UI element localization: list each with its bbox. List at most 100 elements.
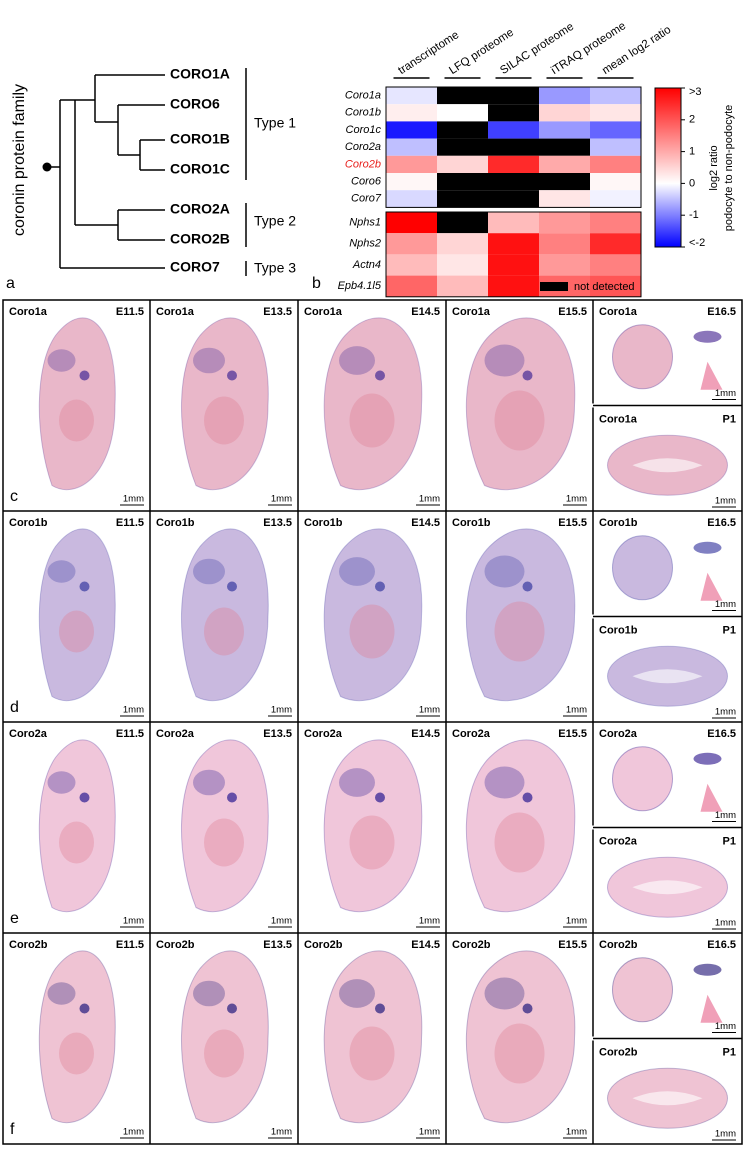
stage-label: P1 bbox=[723, 1046, 736, 1058]
stage-label: E15.5 bbox=[558, 306, 587, 318]
stage-label: P1 bbox=[723, 835, 736, 847]
stage-label: E14.5 bbox=[411, 939, 440, 951]
organ bbox=[484, 344, 525, 377]
gene-label: Coro2a bbox=[452, 728, 491, 740]
stain-spot bbox=[522, 370, 533, 381]
scale-label: 1mm bbox=[419, 494, 440, 505]
heat-cell bbox=[488, 104, 539, 122]
stain-spot bbox=[375, 370, 385, 381]
heat-cell bbox=[386, 173, 437, 191]
heat-cell bbox=[488, 138, 539, 156]
stage-label: E15.5 bbox=[558, 939, 587, 951]
tissue bbox=[693, 330, 722, 343]
organ bbox=[494, 812, 545, 873]
stage-label: E11.5 bbox=[116, 306, 144, 318]
scale-label: 1mm bbox=[419, 916, 440, 927]
colorbar-tick-label: 1 bbox=[689, 146, 695, 158]
row-label: Coro1a bbox=[345, 90, 381, 102]
scale-label: 1mm bbox=[123, 494, 144, 505]
organ bbox=[193, 769, 225, 796]
panel-label: b bbox=[312, 275, 321, 292]
row-label: Coro1c bbox=[346, 124, 382, 136]
scale-label: 1mm bbox=[271, 494, 292, 505]
heat-cell bbox=[590, 155, 641, 173]
stain-spot bbox=[375, 1003, 385, 1014]
organ bbox=[339, 557, 375, 586]
stain-spot bbox=[375, 581, 385, 592]
group-label: Type 2 bbox=[254, 213, 296, 229]
organ bbox=[349, 1026, 395, 1081]
scale-label: 1mm bbox=[715, 1129, 736, 1140]
stage-label: E11.5 bbox=[116, 939, 144, 951]
heat-cell bbox=[539, 173, 590, 191]
leaf-label: CORO7 bbox=[170, 259, 220, 275]
heat-cell bbox=[386, 190, 437, 208]
gene-label: Coro2b bbox=[156, 939, 195, 951]
embryo-section bbox=[180, 317, 269, 491]
group-label: Type 1 bbox=[254, 115, 296, 131]
leaf-label: CORO1B bbox=[170, 131, 230, 147]
heat-cell bbox=[437, 121, 488, 139]
organ bbox=[484, 555, 525, 588]
heat-cell bbox=[539, 212, 590, 234]
gene-label: Coro2b bbox=[9, 939, 48, 951]
organ bbox=[339, 979, 375, 1008]
scale-label: 1mm bbox=[271, 705, 292, 716]
stain-spot bbox=[227, 581, 237, 592]
stain-spot bbox=[79, 370, 90, 381]
kidney-section bbox=[612, 324, 673, 390]
tissue bbox=[700, 572, 723, 601]
scale-label: 1mm bbox=[566, 1127, 587, 1138]
organ bbox=[193, 347, 225, 374]
tissue bbox=[700, 361, 723, 390]
organ bbox=[204, 396, 244, 445]
organ bbox=[339, 768, 375, 797]
stage-label: E16.5 bbox=[707, 939, 736, 951]
heat-cell bbox=[488, 173, 539, 191]
heat-cell bbox=[437, 275, 488, 297]
scale-label: 1mm bbox=[715, 810, 736, 821]
embryo-section bbox=[180, 528, 269, 702]
row-label: Coro2a bbox=[345, 141, 381, 153]
medulla bbox=[632, 669, 703, 684]
gene-label: Coro1b bbox=[599, 624, 638, 636]
organ bbox=[349, 604, 395, 659]
organ bbox=[59, 1032, 94, 1075]
gene-label: Coro2a bbox=[9, 728, 48, 740]
scale-label: 1mm bbox=[123, 916, 144, 927]
stain-spot bbox=[227, 792, 237, 803]
panel-label: d bbox=[10, 699, 19, 716]
leaf-label: CORO2B bbox=[170, 231, 230, 247]
scale-label: 1mm bbox=[715, 1021, 736, 1032]
heat-cell bbox=[386, 233, 437, 255]
gene-label: Coro1b bbox=[304, 517, 343, 529]
gene-label: Coro2b bbox=[599, 939, 638, 951]
heat-cell bbox=[437, 104, 488, 122]
gene-label: Coro1b bbox=[599, 517, 638, 529]
scale-label: 1mm bbox=[715, 388, 736, 399]
organ bbox=[494, 1023, 545, 1084]
embryo-section bbox=[465, 739, 576, 913]
heat-cell bbox=[590, 233, 641, 255]
stage-label: P1 bbox=[723, 413, 736, 425]
stain-spot bbox=[522, 792, 533, 803]
organ bbox=[204, 607, 244, 656]
organ bbox=[59, 821, 94, 864]
heat-cell bbox=[539, 104, 590, 122]
stain-spot bbox=[79, 792, 90, 803]
embryo-section bbox=[38, 739, 116, 913]
heat-cell bbox=[488, 190, 539, 208]
row-label: Coro1b bbox=[345, 107, 381, 119]
embryo-section bbox=[180, 950, 269, 1124]
heat-cell bbox=[386, 87, 437, 105]
colorbar bbox=[654, 87, 682, 248]
organ bbox=[349, 393, 395, 448]
gene-label: Coro2b bbox=[304, 939, 343, 951]
organ bbox=[47, 560, 76, 583]
heat-cell bbox=[590, 104, 641, 122]
organ bbox=[193, 558, 225, 585]
scale-label: 1mm bbox=[715, 599, 736, 610]
panel-label: c bbox=[10, 488, 18, 505]
stage-label: E15.5 bbox=[558, 728, 587, 740]
